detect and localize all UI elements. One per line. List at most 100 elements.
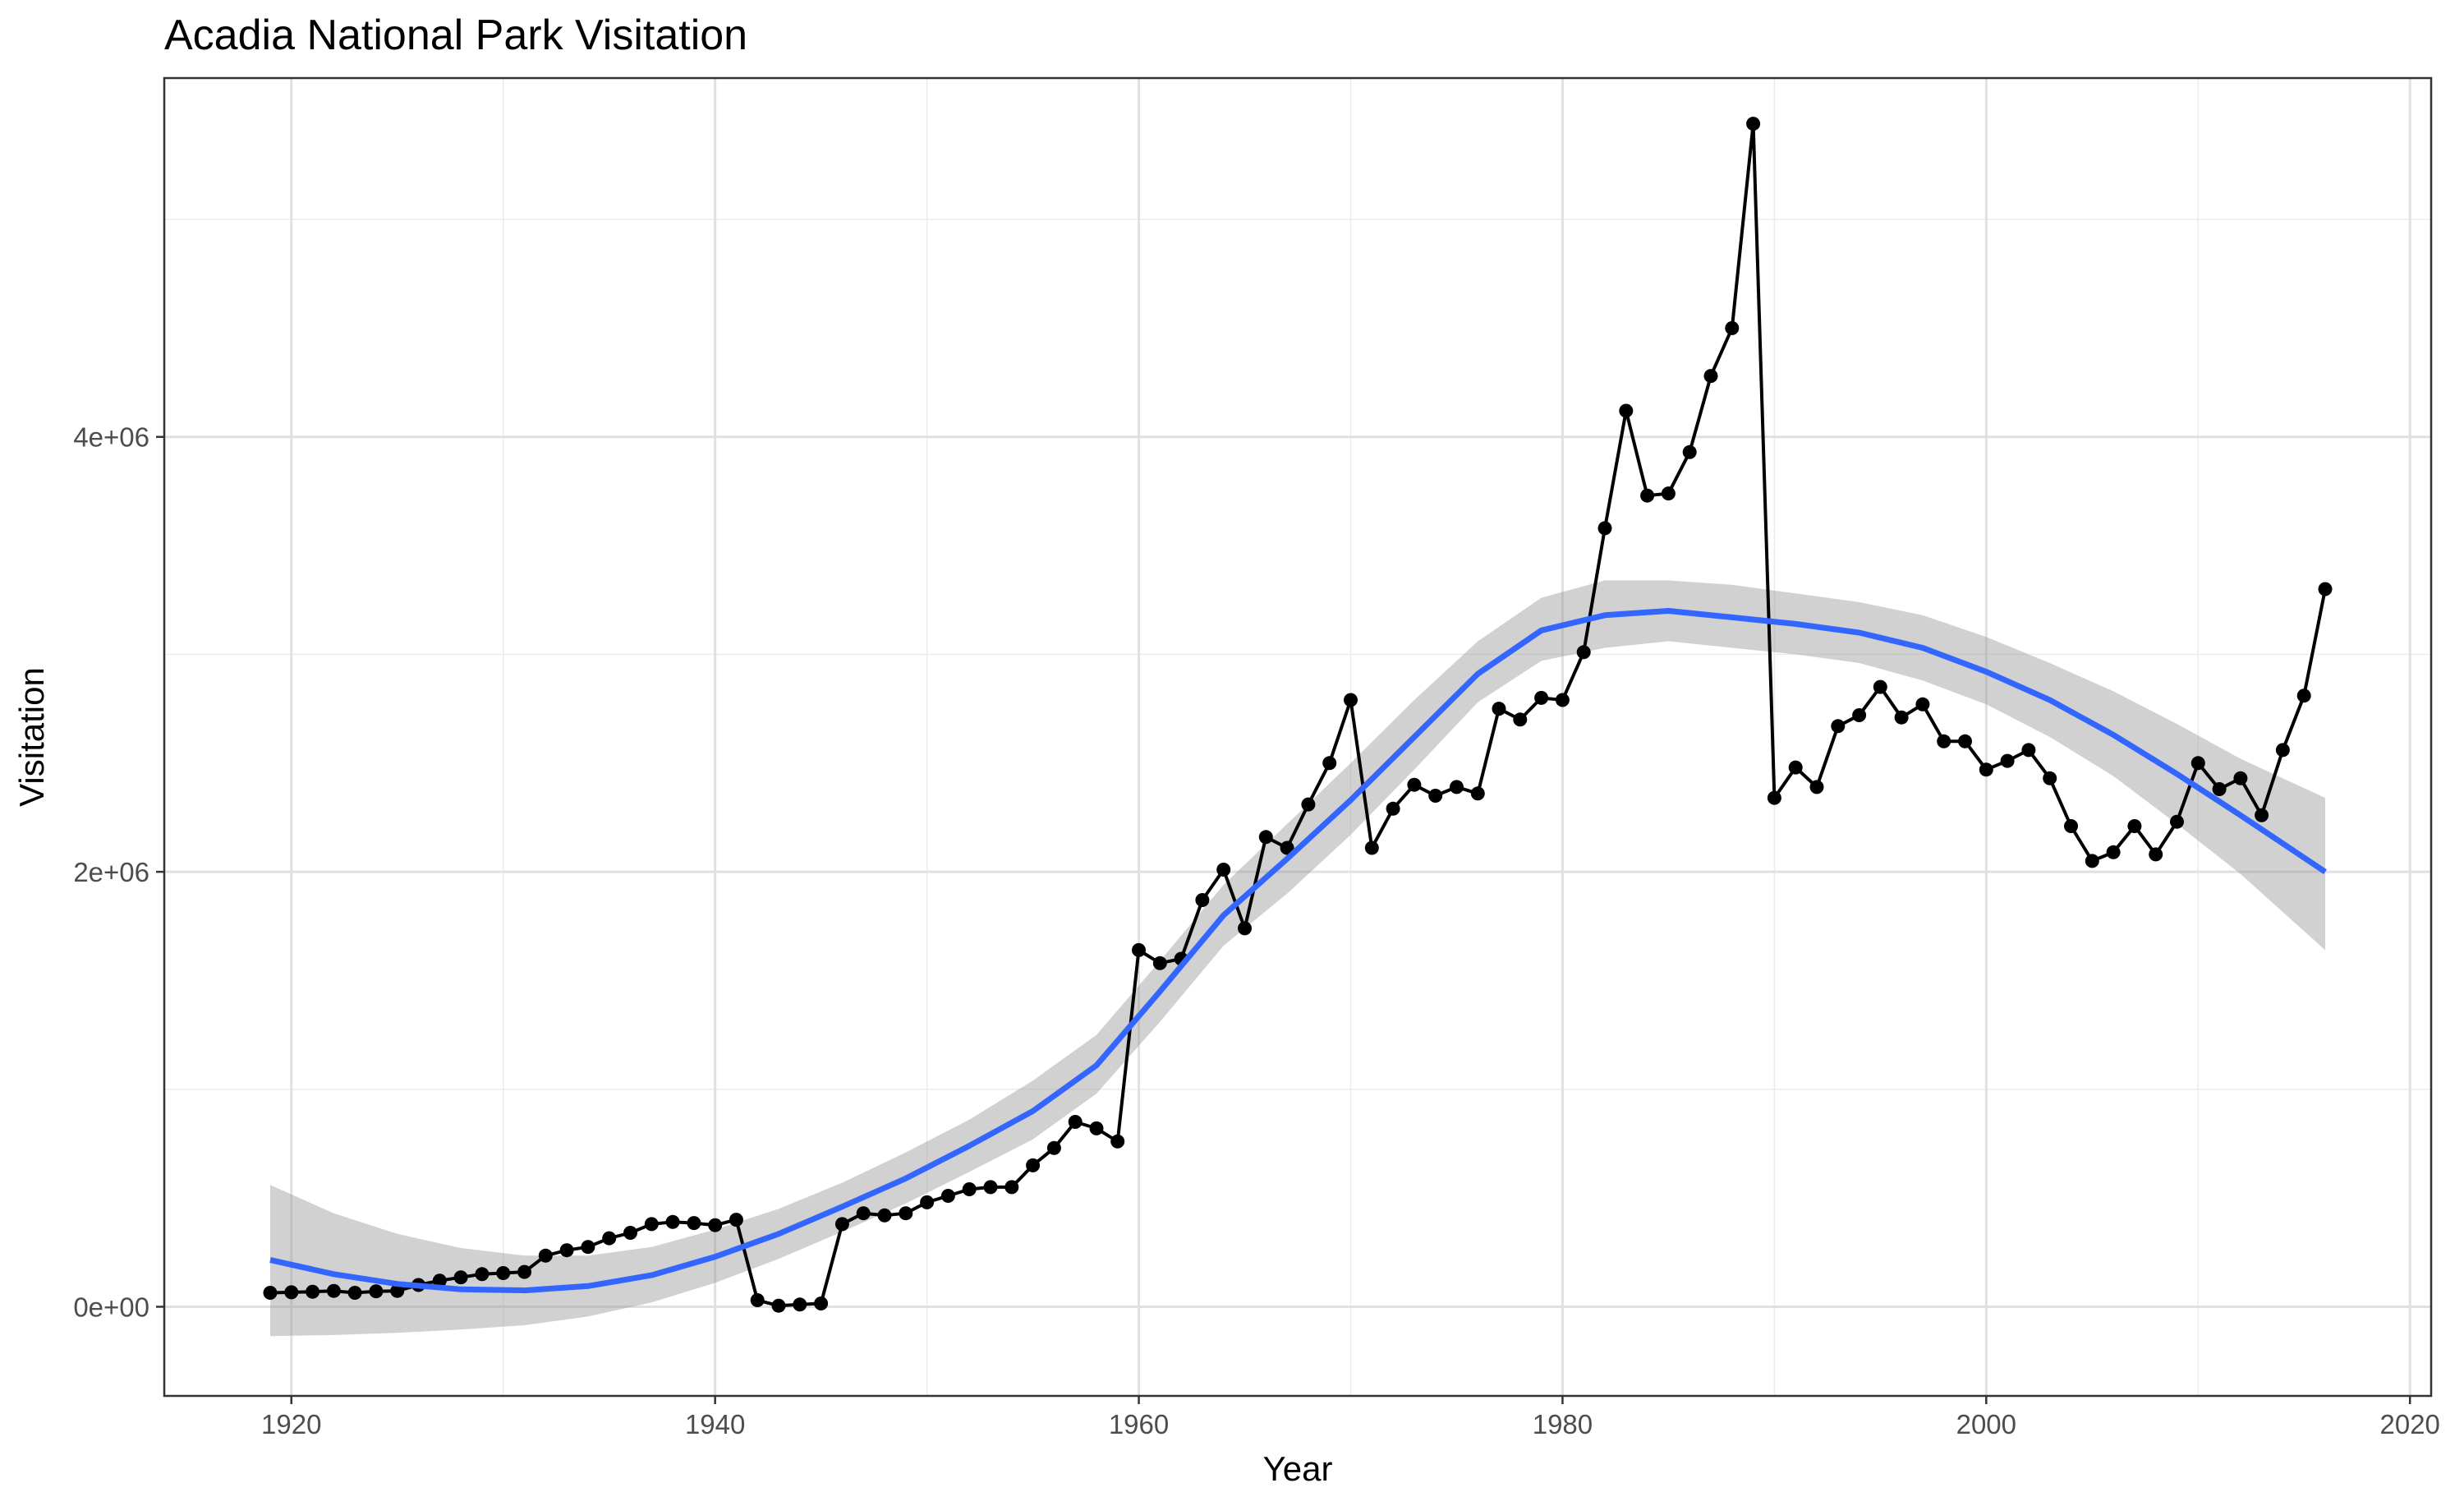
- data-point: [347, 1286, 362, 1300]
- data-point: [2085, 854, 2099, 868]
- data-point: [2318, 582, 2333, 596]
- y-tick-label: 2e+06: [73, 857, 149, 887]
- x-axis: 1920 1940 1960 1980 2000 2020: [261, 1396, 2440, 1439]
- x-tick-label: 2020: [2379, 1409, 2439, 1439]
- data-point: [1132, 942, 1146, 957]
- data-point: [2275, 743, 2290, 758]
- x-tick-label: 1960: [1109, 1409, 1169, 1439]
- y-tick-label: 4e+06: [73, 422, 149, 453]
- data-point: [538, 1248, 553, 1263]
- data-point: [1195, 893, 1210, 907]
- data-point: [2190, 756, 2205, 771]
- data-point: [1937, 734, 1951, 748]
- data-point: [602, 1231, 617, 1246]
- data-point: [1407, 777, 1422, 792]
- data-point: [2000, 753, 2015, 768]
- x-tick-label: 1920: [261, 1409, 321, 1439]
- minor-gridlines: [164, 78, 2431, 1396]
- x-tick-label: 2000: [1956, 1409, 2016, 1439]
- data-point: [1216, 863, 1231, 877]
- data-point: [1280, 841, 1294, 855]
- data-point: [306, 1284, 320, 1299]
- data-point: [1089, 1121, 1104, 1135]
- data-point: [2106, 845, 2121, 859]
- data-point: [2255, 808, 2269, 822]
- data-point: [1046, 1140, 1061, 1155]
- data-point: [1725, 320, 1740, 335]
- data-point: [432, 1273, 447, 1288]
- data-point: [877, 1208, 892, 1223]
- data-point: [1492, 702, 1506, 716]
- data-point: [1110, 1134, 1125, 1149]
- data-point: [1364, 841, 1379, 855]
- data-point: [2127, 819, 2142, 833]
- data-point: [750, 1293, 765, 1307]
- data-point: [623, 1226, 637, 1240]
- data-point: [2064, 819, 2078, 833]
- data-point: [496, 1266, 511, 1280]
- data-point: [1661, 486, 1676, 501]
- x-axis-title: Year: [1263, 1449, 1333, 1488]
- data-point: [1640, 488, 1655, 503]
- data-point: [1068, 1115, 1083, 1129]
- data-point: [475, 1267, 490, 1282]
- data-point: [1682, 444, 1697, 459]
- data-point: [2170, 814, 2184, 829]
- data-point: [814, 1296, 829, 1310]
- data-point: [2149, 847, 2163, 862]
- data-point: [2043, 771, 2057, 785]
- x-tick-label: 1980: [1533, 1409, 1593, 1439]
- data-point: [1703, 369, 1718, 384]
- data-point: [1322, 756, 1337, 771]
- data-point: [2296, 689, 2311, 703]
- data-point: [1513, 712, 1528, 727]
- data-point: [1534, 690, 1549, 705]
- data-point: [1788, 760, 1803, 775]
- data-point: [899, 1206, 913, 1221]
- data-point: [1852, 708, 1867, 722]
- data-point: [856, 1206, 871, 1221]
- data-point: [920, 1195, 935, 1209]
- data-point: [687, 1216, 701, 1231]
- data-point: [1767, 790, 1781, 805]
- data-point: [1873, 679, 1887, 694]
- data-point: [390, 1283, 405, 1298]
- data-point: [559, 1243, 574, 1258]
- data-points: [263, 117, 2333, 1313]
- data-point: [581, 1240, 595, 1255]
- data-point: [1258, 830, 1273, 845]
- data-point: [1301, 797, 1316, 812]
- data-point: [1831, 719, 1846, 734]
- data-point: [1576, 645, 1591, 660]
- data-point: [1958, 734, 1972, 748]
- data-point: [1004, 1180, 1019, 1195]
- data-point: [940, 1189, 955, 1203]
- panel-border: [163, 76, 2433, 1398]
- data-point: [983, 1180, 998, 1195]
- data-point: [1979, 762, 1993, 777]
- data-point: [834, 1217, 849, 1232]
- y-axis-title: Visitation: [12, 667, 51, 807]
- data-point: [1470, 786, 1485, 801]
- data-point: [1915, 697, 1930, 712]
- data-point: [644, 1217, 659, 1232]
- data-point: [2021, 743, 2036, 758]
- smooth-trend-line: [269, 608, 2327, 1294]
- data-point: [1238, 921, 1252, 936]
- data-point: [1746, 117, 1761, 131]
- data-point: [771, 1298, 786, 1313]
- data-point: [1619, 403, 1634, 418]
- major-gridlines: [164, 78, 2431, 1396]
- data-point: [453, 1270, 468, 1285]
- data-point: [1894, 710, 1909, 725]
- data-point: [369, 1284, 384, 1299]
- data-point: [1152, 956, 1167, 970]
- data-point: [793, 1297, 807, 1312]
- chart-title: Acadia National Park Visitation: [164, 12, 747, 59]
- data-point: [284, 1285, 299, 1300]
- data-point: [1809, 780, 1824, 794]
- y-axis: 0e+00 2e+06 4e+06: [73, 422, 164, 1322]
- data-point: [1428, 789, 1443, 803]
- x-tick-label: 1940: [685, 1409, 745, 1439]
